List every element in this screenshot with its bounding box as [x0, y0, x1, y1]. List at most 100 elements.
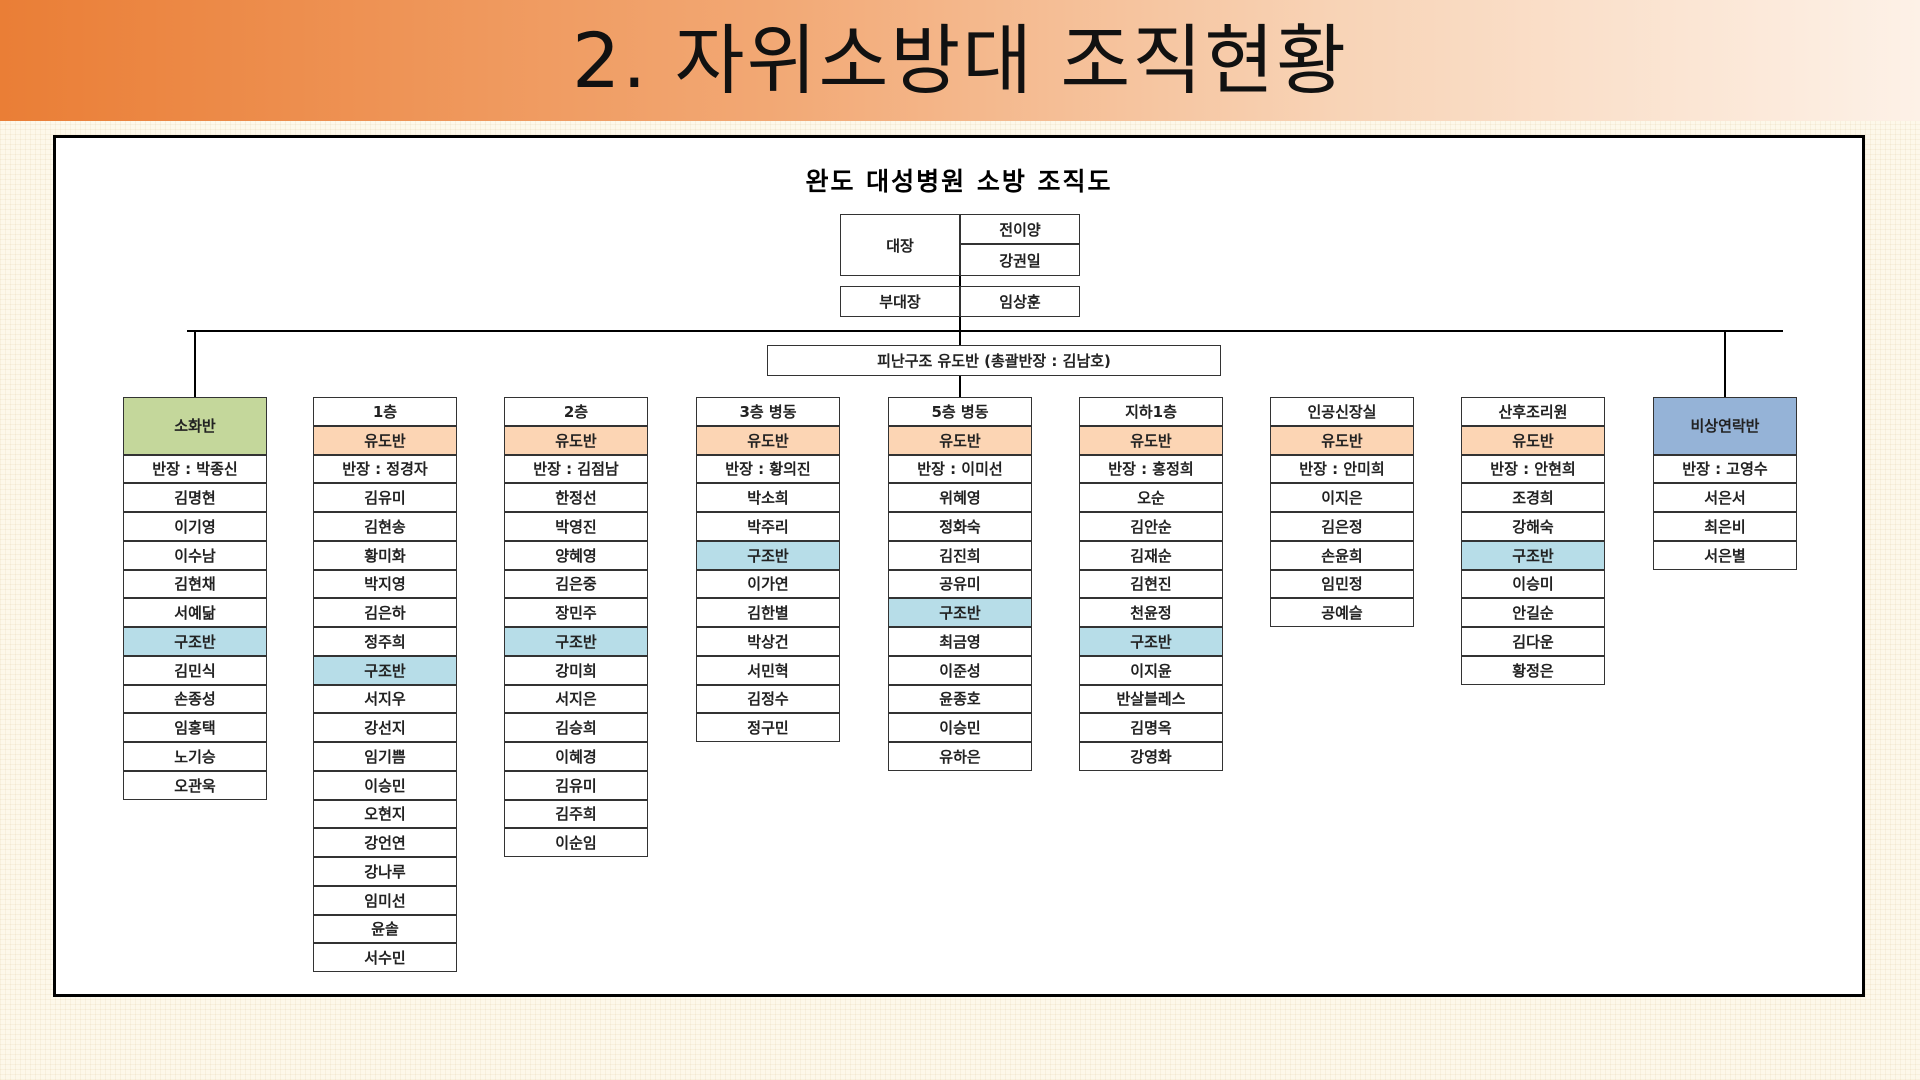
branch-drop-line: [1724, 331, 1726, 397]
member-cell: 이지은: [1270, 483, 1414, 512]
member-cell: 정구민: [696, 713, 840, 742]
column-header: 3층 병동: [696, 397, 840, 426]
title-bar: [0, 0, 1920, 121]
member-cell: 오관욱: [123, 770, 267, 800]
member-cell: 김은정: [1270, 512, 1414, 541]
org-chart-frame: 완도 대성병원 소방 조직도 대장 전이양 강권일 부대장 임상훈 피난구조 유도반 (총…: [53, 135, 1865, 997]
captain-name-cell: 전이양: [960, 214, 1080, 244]
unit-badge: 유도반: [313, 425, 457, 455]
member-cell: 박상건: [696, 627, 840, 656]
unit-badge: 유도반: [888, 425, 1032, 455]
member-cell: 서지은: [504, 684, 648, 714]
member-cell: 이순임: [504, 828, 648, 857]
unit-badge: 유도반: [1270, 425, 1414, 455]
member-cell: 서은별: [1653, 540, 1797, 570]
member-cell: 김명옥: [1079, 713, 1223, 742]
member-cell: 이준성: [888, 655, 1032, 685]
member-cell: 공예슬: [1270, 598, 1414, 627]
member-cell: 이승미: [1461, 569, 1605, 599]
column-header: 1층: [313, 397, 457, 426]
member-cell: 강영화: [1079, 742, 1223, 771]
column-header-colored: 비상연락반: [1653, 397, 1797, 455]
member-cell: 반살블레스: [1079, 684, 1223, 714]
leader-cell: 반장 : 홍정희: [1079, 454, 1223, 484]
member-cell: 박소희: [696, 483, 840, 512]
member-cell: 김정수: [696, 684, 840, 714]
member-cell: 임기쁨: [313, 742, 457, 771]
column-header: 산후조리원: [1461, 397, 1605, 426]
leader-cell: 반장 : 이미선: [888, 454, 1032, 484]
connector-line: [959, 276, 961, 286]
member-cell: 손윤희: [1270, 540, 1414, 570]
member-cell: 손종성: [123, 684, 267, 714]
member-cell: 천윤정: [1079, 598, 1223, 627]
member-cell: 한정선: [504, 483, 648, 512]
member-cell: 김현채: [123, 569, 267, 599]
org-chart-title: 완도 대성병원 소방 조직도: [805, 167, 1113, 196]
member-cell: 강선지: [313, 713, 457, 742]
member-cell: 김주희: [504, 799, 648, 829]
member-cell: 김민식: [123, 655, 267, 685]
member-cell: 강언연: [313, 828, 457, 857]
member-cell: 김유미: [313, 483, 457, 512]
column-header: 5층 병동: [888, 397, 1032, 426]
member-cell: 김은하: [313, 598, 457, 627]
member-cell: 김한별: [696, 598, 840, 627]
captain-name-cell: 강권일: [960, 244, 1080, 276]
member-cell: 김현송: [313, 512, 457, 541]
member-cell: 김현진: [1079, 569, 1223, 599]
member-cell: 김승희: [504, 713, 648, 742]
branch-drop-line: [194, 331, 196, 397]
unit-badge: 유도반: [504, 425, 648, 455]
member-cell: 박주리: [696, 512, 840, 541]
member-cell: 이지윤: [1079, 655, 1223, 685]
member-cell: 이가연: [696, 569, 840, 599]
slide-title: 2. 자위소방대 조직현황: [571, 16, 1349, 105]
member-cell: 서예닮: [123, 598, 267, 627]
member-cell: 김명현: [123, 483, 267, 512]
member-cell: 박영진: [504, 512, 648, 541]
unit-badge: 유도반: [696, 425, 840, 455]
member-cell: 김진희: [888, 540, 1032, 570]
member-cell: 오현지: [313, 799, 457, 829]
member-cell: 강해숙: [1461, 512, 1605, 541]
member-cell: 정화숙: [888, 512, 1032, 541]
leader-cell: 반장 : 고영수: [1653, 454, 1797, 484]
member-cell: 이기영: [123, 512, 267, 541]
member-cell: 정주희: [313, 627, 457, 656]
member-cell: 임민정: [1270, 569, 1414, 599]
member-cell: 이혜경: [504, 742, 648, 771]
vice-captain-label-cell: 부대장: [840, 286, 960, 317]
member-cell: 오순: [1079, 483, 1223, 512]
rescue-unit-badge: 구조반: [888, 598, 1032, 627]
rescue-unit-badge: 구조반: [696, 540, 840, 570]
column-header: 2층: [504, 397, 648, 426]
member-cell: 서민혁: [696, 655, 840, 685]
column-header: 인공신장실: [1270, 397, 1414, 426]
captain-label-cell: 대장: [840, 214, 960, 276]
member-cell: 장민주: [504, 598, 648, 627]
member-cell: 김안순: [1079, 512, 1223, 541]
column-header: 지하1층: [1079, 397, 1223, 426]
member-cell: 조경희: [1461, 483, 1605, 512]
member-cell: 이승민: [313, 770, 457, 800]
member-cell: 황정은: [1461, 655, 1605, 685]
member-cell: 서지우: [313, 684, 457, 714]
member-cell: 안길순: [1461, 598, 1605, 627]
evac-rescue-unit-box: 피난구조 유도반 (총괄반장 : 김남호): [767, 345, 1221, 376]
leader-cell: 반장 : 김점남: [504, 454, 648, 484]
rescue-unit-badge: 구조반: [1079, 627, 1223, 656]
unit-badge: 유도반: [1461, 425, 1605, 455]
leader-cell: 반장 : 황의진: [696, 454, 840, 484]
member-cell: 김유미: [504, 770, 648, 800]
member-cell: 강나루: [313, 857, 457, 886]
member-cell: 김은중: [504, 569, 648, 599]
member-cell: 윤솔: [313, 914, 457, 944]
member-cell: 임홍택: [123, 713, 267, 742]
rescue-unit-badge: 구조반: [1461, 540, 1605, 570]
member-cell: 황미화: [313, 540, 457, 570]
column-header-colored: 소화반: [123, 397, 267, 455]
unit-badge: 유도반: [1079, 425, 1223, 455]
member-cell: 이승민: [888, 713, 1032, 742]
member-cell: 김다운: [1461, 627, 1605, 656]
